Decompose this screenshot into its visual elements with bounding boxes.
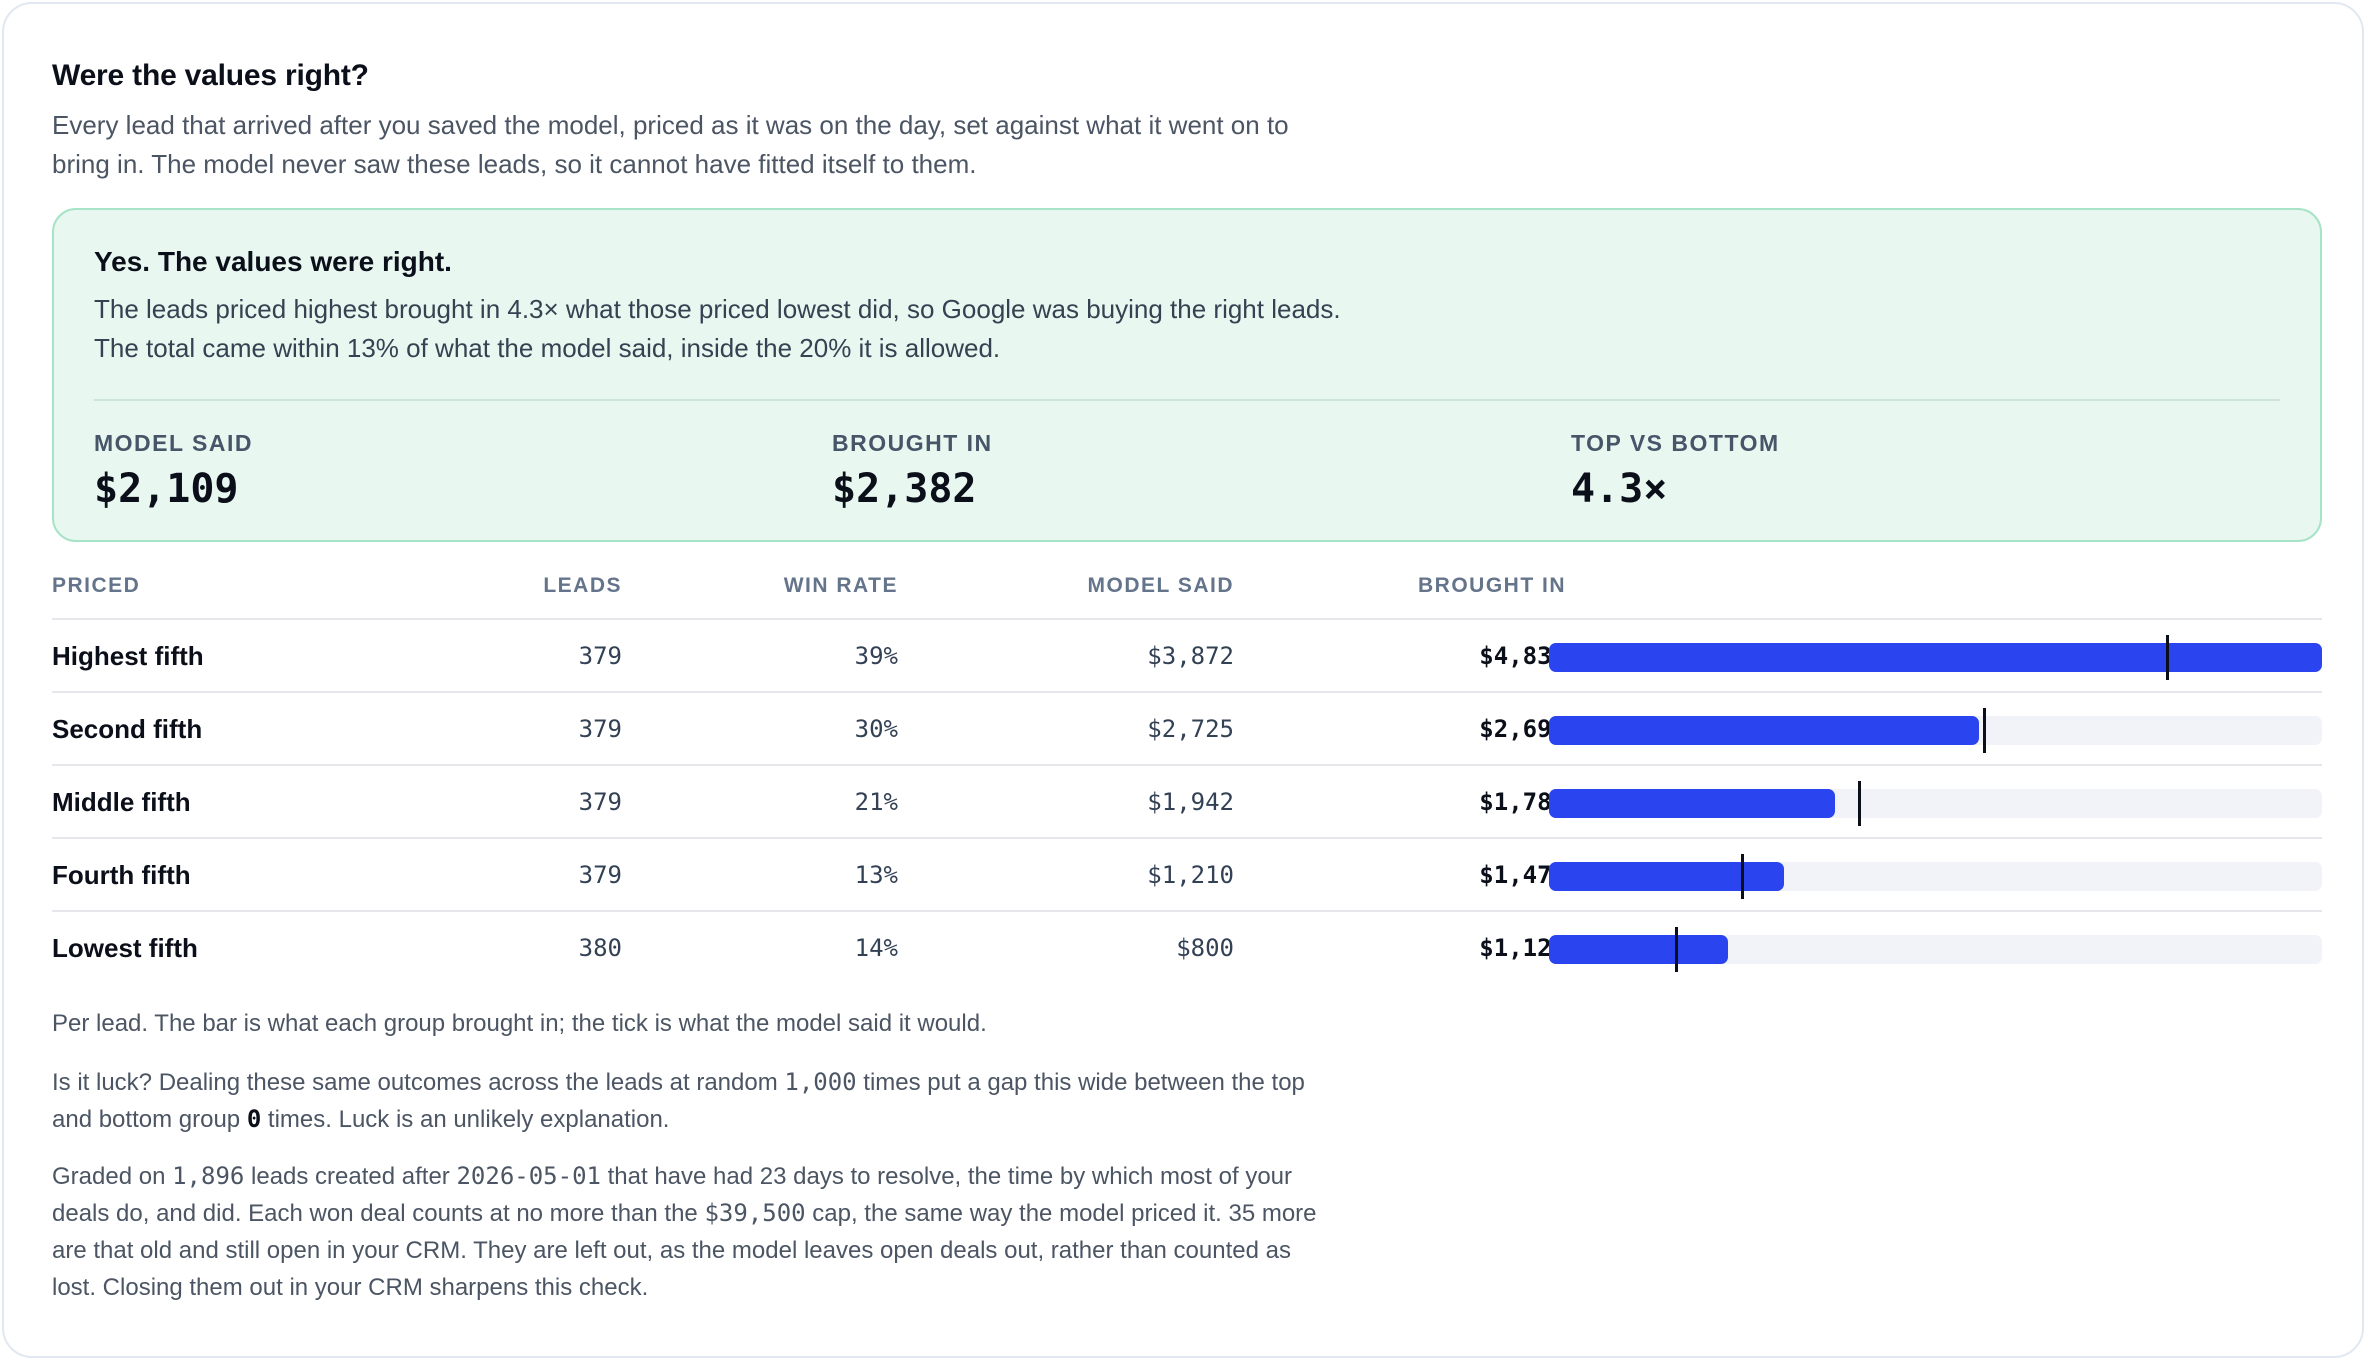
model-said-tick bbox=[1982, 708, 1986, 753]
stat-top-vs-bottom: TOP VS BOTTOM 4.3× bbox=[1571, 428, 1780, 514]
model-said-cell: $3,872 bbox=[1147, 642, 1234, 670]
row-label: Highest fifth bbox=[52, 641, 204, 671]
table-row: Middle fifth 379 21% $1,942 $1,788 bbox=[52, 766, 2322, 839]
stat-label: TOP VS BOTTOM bbox=[1571, 430, 1780, 456]
verdict-panel: Yes. The values were right. The leads pr… bbox=[52, 208, 2322, 542]
leads-cell: 379 bbox=[578, 642, 622, 670]
win-rate-cell: 39% bbox=[854, 642, 898, 670]
verdict-body: The leads priced highest brought in 4.3×… bbox=[94, 294, 1341, 363]
leads-cell: 379 bbox=[578, 788, 622, 816]
bar-track bbox=[1549, 708, 2322, 753]
model-said-tick bbox=[1740, 854, 1744, 899]
model-said-cell: $2,725 bbox=[1147, 715, 1234, 743]
per-lead-note: Per lead. The bar is what each group bro… bbox=[52, 1010, 987, 1037]
col-header-win-rate: WIN RATE bbox=[783, 574, 898, 597]
model-said-tick bbox=[1857, 781, 1861, 826]
win-rate-cell: 21% bbox=[854, 788, 898, 816]
graded-lead-count: 1,896 bbox=[172, 1162, 245, 1190]
model-said-tick bbox=[2166, 635, 2170, 680]
table-row: Fourth fifth 379 13% $1,210 $1,471 bbox=[52, 839, 2322, 912]
table-row: Second fifth 379 30% $2,725 $2,694 bbox=[52, 693, 2322, 766]
row-label: Lowest fifth bbox=[52, 933, 198, 963]
leads-cell: 380 bbox=[578, 934, 622, 962]
graded-text: that have had 23 days to resolve, the ti… bbox=[52, 1163, 1292, 1227]
graded-text: cap, the same way the model priced it. 3… bbox=[52, 1200, 1317, 1301]
win-rate-cell: 30% bbox=[854, 715, 898, 743]
bar-track bbox=[1549, 635, 2322, 680]
verdict-stats: MODEL SAID $2,109 BROUGHT IN $2,382 TOP … bbox=[94, 428, 2282, 528]
row-label: Fourth fifth bbox=[52, 860, 191, 890]
bar-track bbox=[1549, 854, 2322, 899]
luck-hits: 0 bbox=[246, 1105, 262, 1133]
leads-cell: 379 bbox=[578, 861, 622, 889]
brought-in-bar bbox=[1549, 862, 1785, 891]
stat-model-said: MODEL SAID $2,109 bbox=[94, 428, 253, 514]
col-header-priced: PRICED bbox=[52, 574, 141, 597]
verdict-divider bbox=[94, 399, 2280, 401]
stat-value: $2,382 bbox=[832, 466, 977, 512]
brought-in-bar bbox=[1549, 643, 2322, 672]
brought-in-bar bbox=[1549, 935, 1729, 964]
stat-label: MODEL SAID bbox=[94, 430, 253, 456]
brought-in-bar bbox=[1549, 789, 1835, 818]
bar-track bbox=[1549, 781, 2322, 826]
table-row: Lowest fifth 380 14% $800 $1,121 bbox=[52, 912, 2322, 985]
luck-note: Is it luck? Dealing these same outcomes … bbox=[52, 1064, 1312, 1138]
section-title: Were the values right? bbox=[52, 59, 369, 92]
table-header: PRICED LEADS WIN RATE MODEL SAID BROUGHT… bbox=[52, 542, 2322, 620]
table-row: Highest fifth 379 39% $3,872 $4,838 bbox=[52, 620, 2322, 693]
stat-label: BROUGHT IN bbox=[832, 430, 993, 456]
graded-note: Graded on 1,896 leads created after 2026… bbox=[52, 1158, 1322, 1306]
model-said-cell: $800 bbox=[1176, 934, 1234, 962]
luck-trials: 1,000 bbox=[784, 1068, 857, 1096]
card-content: Were the values right? Every lead that a… bbox=[52, 56, 2322, 1306]
section-intro: Every lead that arrived after you saved … bbox=[52, 110, 1289, 179]
col-header-brought-in: BROUGHT IN bbox=[1418, 574, 1566, 597]
stat-value: $2,109 bbox=[94, 466, 239, 512]
model-said-cell: $1,942 bbox=[1147, 788, 1234, 816]
brought-in-bar bbox=[1549, 716, 1980, 745]
win-rate-cell: 14% bbox=[854, 934, 898, 962]
stat-value: 4.3× bbox=[1571, 466, 1668, 512]
model-said-cell: $1,210 bbox=[1147, 861, 1234, 889]
luck-text: times. Luck is an unlikely explanation. bbox=[261, 1106, 670, 1133]
row-label: Second fifth bbox=[52, 714, 203, 744]
graded-cap: $39,500 bbox=[704, 1199, 806, 1227]
row-label: Middle fifth bbox=[52, 787, 191, 817]
leads-cell: 379 bbox=[578, 715, 622, 743]
col-header-model-said: MODEL SAID bbox=[1087, 574, 1234, 597]
luck-text: times put a gap this wide between the to… bbox=[52, 1069, 1305, 1133]
col-header-leads: LEADS bbox=[543, 574, 622, 597]
graded-date: 2026-05-01 bbox=[456, 1162, 601, 1190]
luck-text: Is it luck? Dealing these same outcomes … bbox=[52, 1069, 785, 1096]
table-body: Highest fifth 379 39% $3,872 $4,838 Seco… bbox=[52, 620, 2322, 985]
model-said-tick bbox=[1675, 927, 1679, 972]
bar-track bbox=[1549, 927, 2322, 972]
stat-brought-in: BROUGHT IN $2,382 bbox=[832, 428, 993, 514]
fifths-table: PRICED LEADS WIN RATE MODEL SAID BROUGHT… bbox=[52, 542, 2322, 985]
win-rate-cell: 13% bbox=[854, 861, 898, 889]
graded-text: leads created after bbox=[244, 1163, 457, 1190]
verdict-title: Yes. The values were right. bbox=[94, 246, 452, 277]
graded-text: Graded on bbox=[52, 1163, 173, 1190]
